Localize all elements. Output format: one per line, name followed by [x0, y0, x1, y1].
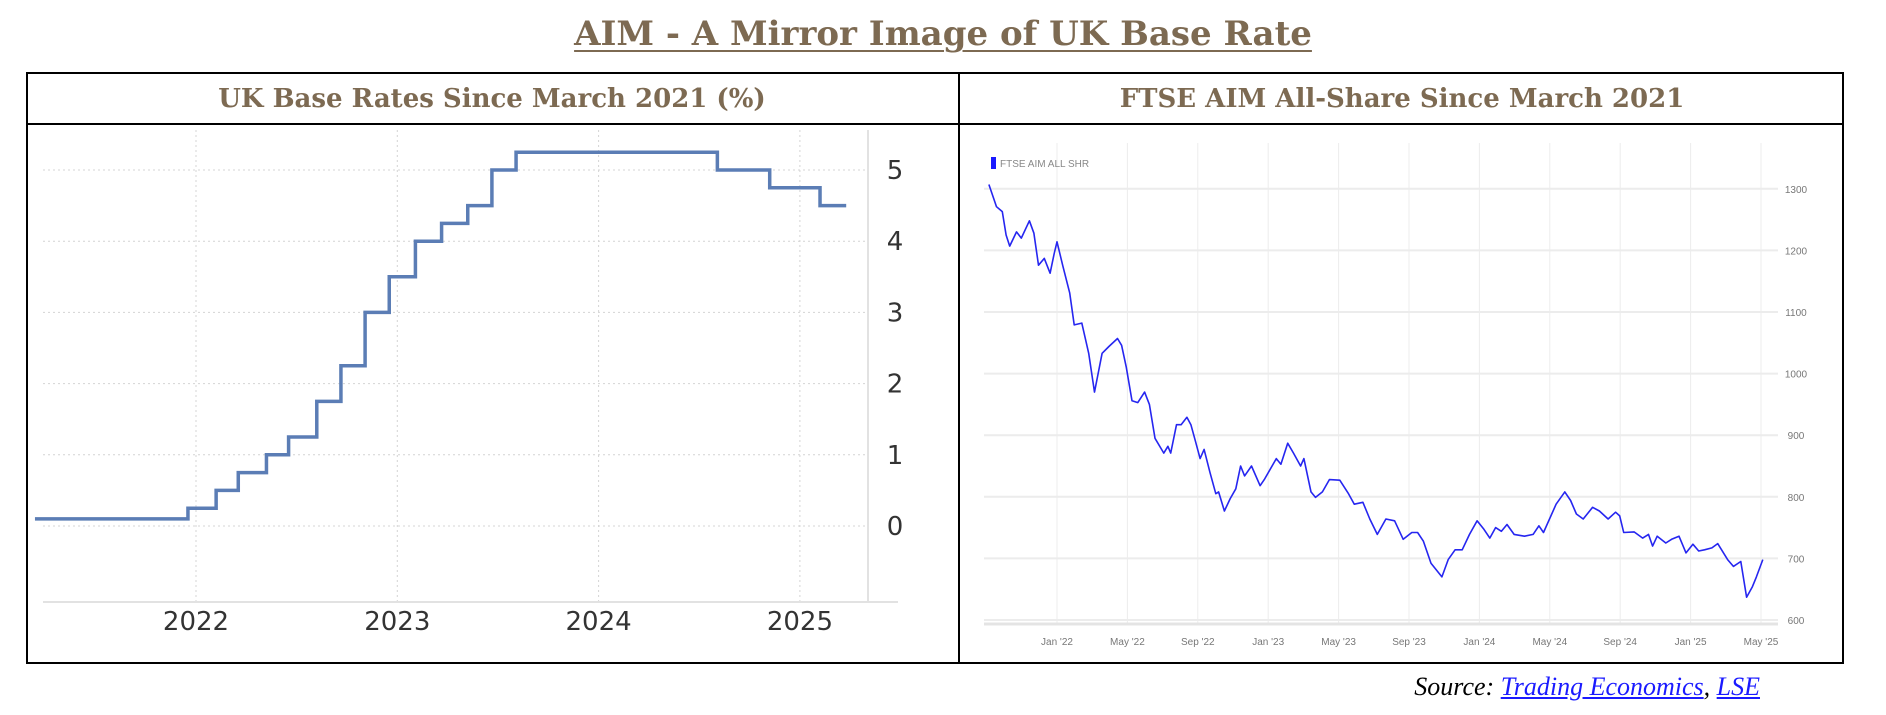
page-title: AIM - A Mirror Image of UK Base Rate [0, 14, 1886, 54]
frame-divider-vertical [958, 72, 960, 664]
legend-label: FTSE AIM ALL SHR [1000, 159, 1089, 170]
y-tick-label: 1 [887, 441, 904, 471]
y-tick-label: 900 [1788, 431, 1805, 442]
x-tick-label: May '23 [1321, 637, 1356, 648]
trading-economics-link[interactable]: Trading Economics [1500, 672, 1704, 701]
aim-index-line [988, 184, 1764, 598]
x-tick-label: 2024 [566, 607, 632, 637]
x-tick-label: Jan '25 [1675, 637, 1707, 648]
aim-chart-title: FTSE AIM All-Share Since March 2021 [1119, 84, 1685, 114]
source-note: Source: Trading Economics, LSE [1414, 672, 1760, 702]
x-tick-label: Jan '24 [1463, 637, 1495, 648]
base-rate-line [34, 150, 847, 521]
legend-swatch [991, 157, 996, 169]
x-tick-label: May '25 [1744, 637, 1779, 648]
aim-chart: Jan '22 May '22 Sep '22 Jan '23 May '23 Sep '… [984, 143, 1808, 648]
x-tick-label: Jan '23 [1252, 637, 1284, 648]
x-tick-label: May '22 [1110, 637, 1145, 648]
page-title-text: AIM - A Mirror Image of UK Base Rate [574, 14, 1312, 54]
charts-frame [26, 72, 1844, 664]
x-tick-label: 2022 [163, 607, 229, 637]
x-tick-label: 2023 [364, 607, 430, 637]
y-tick-label: 3 [887, 298, 904, 328]
x-tick-label: 2025 [767, 607, 833, 637]
x-tick-label: Sep '22 [1181, 637, 1215, 648]
y-tick-label: 800 [1788, 493, 1805, 504]
y-tick-label: 1300 [1785, 185, 1808, 196]
lse-link[interactable]: LSE [1716, 672, 1760, 701]
x-tick-label: Sep '23 [1392, 637, 1426, 648]
y-tick-label: 2 [887, 370, 904, 400]
source-separator: , [1703, 672, 1717, 701]
y-tick-label: 1200 [1785, 246, 1808, 257]
frame-divider-horizontal [26, 123, 1844, 125]
y-tick-label: 4 [887, 227, 904, 257]
base-rate-chart-title: UK Base Rates Since March 2021 (%) [218, 84, 766, 114]
base-rate-chart: 0 1 2 3 4 5 2022 2023 2024 2025 [34, 130, 904, 637]
y-tick-label: 600 [1788, 616, 1805, 627]
source-label: Source: [1414, 672, 1501, 701]
x-tick-label: Sep '24 [1603, 637, 1637, 648]
y-tick-label: 1100 [1785, 308, 1807, 319]
y-tick-label: 700 [1788, 554, 1805, 565]
y-tick-label: 5 [887, 156, 904, 186]
x-tick-label: Jan '22 [1041, 637, 1073, 648]
y-tick-label: 1000 [1785, 370, 1808, 381]
x-tick-label: May '24 [1532, 637, 1567, 648]
y-tick-label: 0 [887, 512, 904, 542]
